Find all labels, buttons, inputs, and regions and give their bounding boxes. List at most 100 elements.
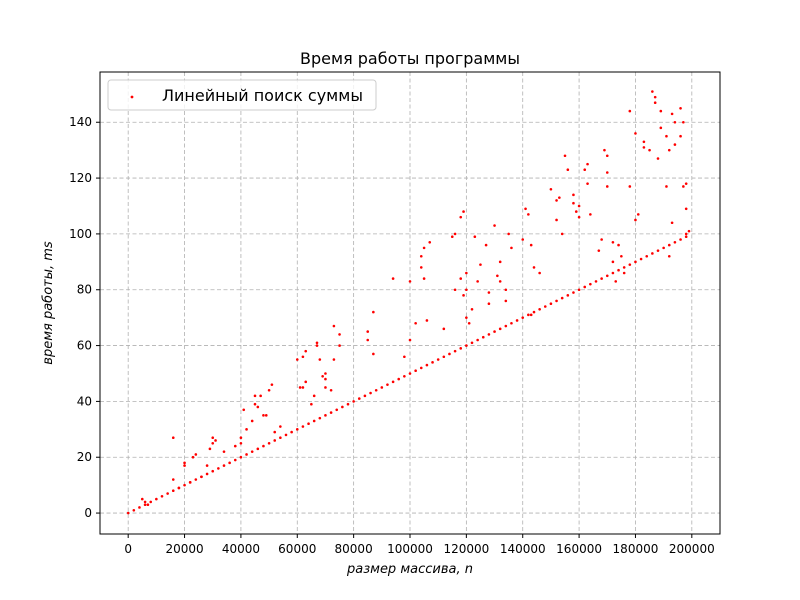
data-point <box>586 182 589 185</box>
data-point <box>670 112 674 116</box>
data-point <box>453 349 457 353</box>
x-tick-label: 20000 <box>165 542 203 556</box>
chart-title: Время работы программы <box>300 49 520 68</box>
data-point <box>414 321 417 325</box>
data-point <box>295 358 299 361</box>
data-point <box>543 305 547 308</box>
data-point <box>642 140 646 144</box>
data-point <box>479 263 482 266</box>
data-point <box>538 271 541 275</box>
data-point <box>329 388 333 392</box>
data-point <box>315 344 319 347</box>
data-point <box>262 414 265 417</box>
data-point <box>211 469 215 473</box>
data-point <box>448 352 451 356</box>
data-point <box>239 441 243 445</box>
data-point <box>605 171 609 174</box>
x-tick-label: 140000 <box>500 542 546 556</box>
y-tick-label: 140 <box>69 115 92 129</box>
data-point <box>425 319 429 322</box>
data-point <box>346 402 350 406</box>
legend-box <box>107 79 377 111</box>
data-point <box>250 419 254 423</box>
data-point <box>510 246 513 250</box>
data-point <box>617 243 620 247</box>
data-point <box>515 319 519 322</box>
data-point <box>419 254 423 258</box>
data-point <box>639 257 643 261</box>
data-point <box>295 428 299 431</box>
data-point <box>617 268 620 272</box>
data-point <box>222 464 226 467</box>
data-point <box>459 215 463 219</box>
data-point <box>408 338 412 342</box>
data-point <box>273 439 277 442</box>
data-point <box>577 288 581 292</box>
y-tick-label: 120 <box>69 171 92 185</box>
data-point <box>419 266 423 269</box>
x-tick-label: 100000 <box>387 542 433 556</box>
data-point <box>487 302 491 306</box>
data-point <box>442 327 446 331</box>
data-point <box>679 238 682 241</box>
data-point <box>529 313 533 317</box>
data-point <box>338 333 341 336</box>
data-point <box>239 455 243 459</box>
data-point <box>605 185 609 188</box>
data-point <box>301 425 305 428</box>
data-point <box>572 201 575 205</box>
data-point <box>298 386 302 389</box>
data-point <box>527 213 530 216</box>
data-point <box>357 397 361 400</box>
grid <box>100 72 720 534</box>
data-point <box>279 425 282 428</box>
data-point <box>200 475 203 479</box>
data-point <box>589 213 592 216</box>
data-point <box>493 330 496 333</box>
data-point <box>324 414 327 417</box>
data-point <box>315 341 319 345</box>
x-axis-label: размер массива, n <box>346 562 473 577</box>
data-point <box>140 497 144 501</box>
data-point <box>419 366 423 370</box>
data-point <box>366 338 370 342</box>
data-point <box>667 148 671 152</box>
data-point <box>673 143 677 146</box>
data-point <box>659 109 663 113</box>
data-point <box>188 481 192 484</box>
data-point <box>211 441 215 445</box>
data-point <box>318 358 322 361</box>
data-point <box>363 394 367 398</box>
data-point <box>284 433 288 437</box>
data-point <box>504 324 508 328</box>
data-point <box>521 316 525 319</box>
data-point <box>498 327 502 331</box>
data-point <box>307 422 310 426</box>
data-point <box>611 271 615 275</box>
data-point <box>279 436 282 439</box>
data-point <box>504 299 508 303</box>
data-point <box>273 430 277 434</box>
data-point <box>597 249 601 252</box>
data-point <box>304 349 308 353</box>
data-point <box>577 204 581 208</box>
data-point <box>341 405 344 409</box>
data-point <box>498 260 502 264</box>
data-point <box>290 430 293 434</box>
data-point <box>242 408 246 412</box>
legend-marker <box>130 95 134 99</box>
data-point <box>620 254 623 258</box>
data-point <box>146 503 150 506</box>
data-point <box>628 263 632 266</box>
data-point <box>442 355 446 359</box>
data-point <box>484 243 488 247</box>
data-point <box>391 277 395 280</box>
data-point <box>653 95 657 99</box>
data-point <box>245 453 248 456</box>
y-tick-label: 60 <box>77 339 92 353</box>
data-point <box>194 453 198 456</box>
data-point <box>645 254 649 258</box>
data-point <box>138 506 141 509</box>
data-point <box>605 154 609 158</box>
data-point <box>600 277 603 280</box>
